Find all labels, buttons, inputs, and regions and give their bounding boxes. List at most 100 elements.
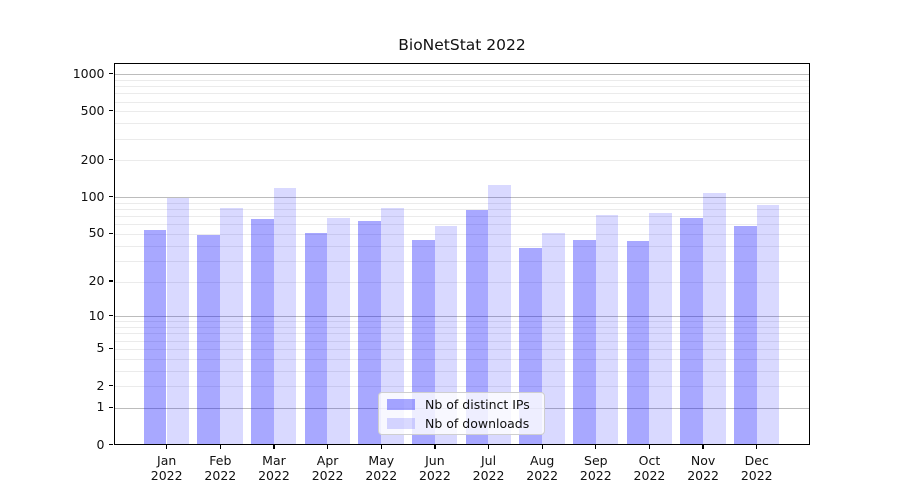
bar-downloads-apr <box>327 217 351 445</box>
gridline-minor <box>114 224 809 226</box>
y-tick <box>108 315 113 317</box>
legend-item-downloads: Nb of downloads <box>387 416 544 431</box>
legend-item-distinct-ips: Nb of distinct IPs <box>387 397 544 412</box>
legend-swatch-downloads <box>387 417 415 429</box>
gridline-minor <box>114 233 809 235</box>
x-tick <box>756 444 758 449</box>
gridline-minor <box>114 101 809 103</box>
gridline-minor <box>114 370 809 372</box>
bar-distinct-ips-oct <box>626 241 650 445</box>
gridline-minor <box>114 209 809 211</box>
y-tick <box>108 196 113 198</box>
bar-downloads-feb <box>220 208 243 445</box>
bar-downloads-mar <box>273 187 297 445</box>
x-tick-label: Oct 2022 <box>633 452 666 484</box>
x-tick <box>166 444 168 449</box>
gridline-minor <box>114 202 809 204</box>
legend-label-distinct-ips: Nb of distinct IPs <box>425 396 530 412</box>
gridline-minor <box>114 245 809 247</box>
y-tick <box>108 443 113 446</box>
bar-distinct-ips-nov <box>680 217 703 445</box>
y-tick <box>108 232 113 235</box>
bar-downloads-jun <box>434 226 458 445</box>
legend-swatch-distinct-ips <box>387 398 415 410</box>
y-tick <box>108 159 113 161</box>
gridline-minor <box>114 348 809 350</box>
x-tick-label: Sep 2022 <box>579 452 612 484</box>
x-tick <box>219 444 221 449</box>
gridline-minor <box>114 93 809 95</box>
x-tick <box>648 444 651 449</box>
gridline-minor <box>114 327 809 329</box>
x-tick-label: Jan 2022 <box>150 452 183 484</box>
x-tick-label: Dec 2022 <box>740 452 773 484</box>
y-tick <box>108 406 113 408</box>
bar-distinct-ips-feb <box>197 235 221 445</box>
y-tick-label: 500 <box>80 102 105 118</box>
legend: Nb of distinct IPs Nb of downloads <box>378 392 545 435</box>
x-tick-label: Aug 2022 <box>526 452 559 484</box>
y-tick-label: 100 <box>80 188 105 204</box>
bar-downloads-oct <box>649 212 672 445</box>
bar-downloads-may <box>381 207 404 445</box>
gridline-minor <box>114 281 809 283</box>
gridline-minor <box>114 138 809 140</box>
y-tick-label: 1 <box>96 399 105 415</box>
plot-area <box>113 62 810 445</box>
gridline-minor <box>114 123 809 125</box>
bar-downloads-nov <box>702 193 726 445</box>
x-tick-label: Jul 2022 <box>472 452 505 484</box>
y-tick <box>108 384 113 387</box>
gridline-minor <box>114 340 809 342</box>
x-tick-label: Mar 2022 <box>258 452 290 484</box>
x-tick <box>380 444 382 449</box>
bar-downloads-jan <box>166 197 190 445</box>
gridline-minor <box>114 386 809 388</box>
y-tick-label: 20 <box>88 273 105 289</box>
x-tick <box>434 444 436 449</box>
x-tick-label: Nov 2022 <box>687 452 719 484</box>
bar-distinct-ips-jan <box>143 230 167 445</box>
gridline-minor <box>114 160 809 162</box>
bar-distinct-ips-apr <box>304 233 328 445</box>
bar-downloads-sep <box>595 215 619 445</box>
gridline-minor <box>114 216 809 218</box>
y-tick-label: 10 <box>88 307 105 323</box>
gridline-minor <box>114 86 809 88</box>
bar-downloads-aug <box>541 233 565 445</box>
y-tick <box>108 110 113 112</box>
y-tick-label: 2 <box>96 377 105 393</box>
y-tick-label: 0 <box>96 436 105 452</box>
y-tick-label: 1000 <box>72 65 105 81</box>
bar-distinct-ips-jul <box>465 209 489 445</box>
gridline-minor <box>114 111 809 113</box>
x-tick-label: Jun 2022 <box>418 452 451 484</box>
bar-distinct-ips-sep <box>572 239 596 445</box>
x-tick <box>273 444 275 449</box>
bar-downloads-dec <box>756 204 780 445</box>
x-tick <box>702 444 704 449</box>
y-tick-label: 5 <box>96 340 105 356</box>
x-tick <box>487 444 490 449</box>
gridline-minor <box>114 79 809 81</box>
bar-distinct-ips-dec <box>733 226 757 445</box>
bar-downloads-jul <box>488 184 512 445</box>
x-tick <box>541 444 543 449</box>
gridline-minor <box>114 333 809 335</box>
gridline-minor <box>114 321 809 323</box>
x-tick <box>595 444 597 449</box>
legend-label-downloads: Nb of downloads <box>425 415 530 431</box>
x-tick <box>326 444 329 449</box>
gridline-major <box>114 316 809 318</box>
gridline-minor <box>114 260 809 262</box>
gridline-major <box>114 74 809 76</box>
y-tick <box>108 72 113 75</box>
x-tick-label: Apr 2022 <box>311 452 344 484</box>
y-tick <box>108 280 113 282</box>
bar-distinct-ips-mar <box>251 218 274 445</box>
y-tick-label: 50 <box>88 225 105 241</box>
x-tick-label: May 2022 <box>365 452 398 484</box>
bar-distinct-ips-may <box>358 221 382 445</box>
y-tick-label: 200 <box>80 151 105 167</box>
